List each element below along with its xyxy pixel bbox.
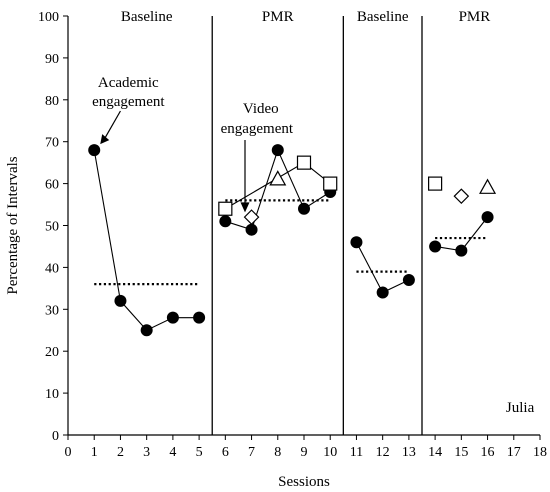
y-tick-label: 90 xyxy=(45,52,59,67)
y-tick-label: 100 xyxy=(38,10,59,25)
data-point-square xyxy=(323,176,338,191)
annotation-arrowhead xyxy=(240,202,250,213)
phase-label: PMR xyxy=(459,9,491,25)
y-axis-title: Percentage of Intervals xyxy=(5,156,21,294)
series-line xyxy=(225,148,331,231)
x-tick-label: 14 xyxy=(428,445,442,460)
y-tick-label: 30 xyxy=(45,303,59,318)
x-tick-label: 6 xyxy=(222,445,229,460)
phase-label: Baseline xyxy=(357,9,409,25)
y-tick-label: 60 xyxy=(45,178,59,193)
x-tick-label: 10 xyxy=(323,445,337,460)
y-tick-label: 50 xyxy=(45,220,59,235)
data-point-academic xyxy=(481,211,494,224)
participant-label: Julia xyxy=(506,400,535,416)
data-point-triangle xyxy=(269,170,287,186)
x-tick-label: 13 xyxy=(402,445,416,460)
data-point-academic xyxy=(350,236,363,249)
data-point-academic xyxy=(140,324,153,337)
x-tick-label: 3 xyxy=(143,445,150,460)
x-axis-title: Sessions xyxy=(278,474,330,490)
data-point-academic xyxy=(402,273,415,286)
y-tick-label: 40 xyxy=(45,261,59,276)
annotation-video-line1: Video xyxy=(243,101,279,117)
x-tick-label: 11 xyxy=(350,445,363,460)
annotation-arrowhead xyxy=(100,134,110,145)
annotation-academic-line1: Academic xyxy=(98,75,159,91)
y-tick-label: 70 xyxy=(45,136,59,151)
data-point-academic xyxy=(88,144,101,157)
x-tick-label: 4 xyxy=(169,445,176,460)
data-point-academic xyxy=(166,311,179,324)
x-tick-label: 17 xyxy=(507,445,521,460)
data-point-square xyxy=(428,176,443,191)
x-tick-label: 8 xyxy=(274,445,281,460)
data-point-triangle xyxy=(479,178,497,194)
y-tick-label: 20 xyxy=(45,345,59,360)
annotation-video-line2: engagement xyxy=(221,121,294,137)
data-point-diamond xyxy=(243,209,260,225)
x-tick-label: 5 xyxy=(196,445,203,460)
data-point-academic xyxy=(429,240,442,253)
annotation-academic-line2: engagement xyxy=(92,94,165,110)
y-tick-label: 10 xyxy=(45,387,59,402)
data-point-academic xyxy=(219,215,232,228)
x-tick-label: 15 xyxy=(454,445,468,460)
x-tick-label: 18 xyxy=(533,445,547,460)
data-point-square xyxy=(296,155,312,170)
data-point-academic xyxy=(298,202,310,215)
data-point-academic xyxy=(455,244,468,257)
data-point-academic xyxy=(376,286,389,299)
x-tick-label: 1 xyxy=(91,445,98,460)
x-tick-label: 16 xyxy=(481,445,495,460)
x-tick-label: 9 xyxy=(301,445,308,460)
data-point-diamond xyxy=(453,188,470,205)
y-tick-label: 80 xyxy=(45,94,59,109)
x-tick-label: 12 xyxy=(376,445,390,460)
phase-label: PMR xyxy=(262,9,294,25)
data-point-academic xyxy=(114,294,127,307)
series-line xyxy=(355,242,410,294)
data-point-square xyxy=(218,201,233,216)
data-point-academic xyxy=(245,223,258,236)
series-line xyxy=(93,149,200,331)
x-tick-label: 2 xyxy=(117,445,124,460)
phase-label: Baseline xyxy=(121,9,173,25)
x-tick-label: 0 xyxy=(65,445,72,460)
data-point-academic xyxy=(271,144,284,157)
x-tick-label: 7 xyxy=(248,445,255,460)
data-point-academic xyxy=(193,311,206,324)
y-tick-label: 0 xyxy=(52,429,59,444)
annotation-arrow xyxy=(102,110,121,142)
